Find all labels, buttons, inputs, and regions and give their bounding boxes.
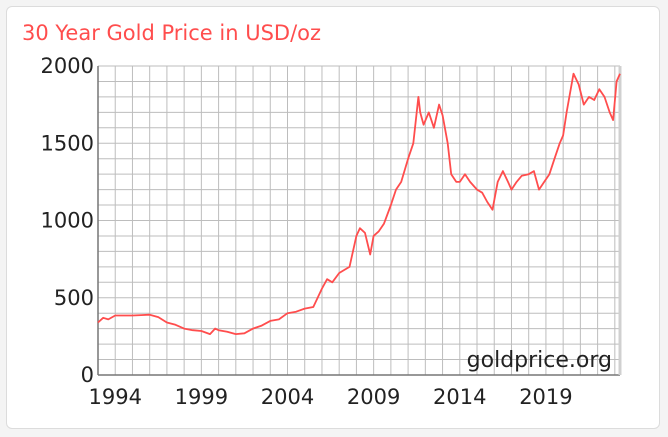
y-tick-label: 2000 bbox=[41, 54, 94, 78]
x-tick-label: 1999 bbox=[175, 385, 228, 409]
y-tick-label: 500 bbox=[54, 286, 94, 310]
y-tick-label: 1500 bbox=[41, 131, 94, 155]
y-tick-label: 0 bbox=[81, 363, 94, 387]
series bbox=[97, 72, 621, 335]
y-tick-label: 1000 bbox=[41, 209, 94, 233]
x-tick-label: 2014 bbox=[433, 385, 486, 409]
series-line bbox=[97, 72, 621, 335]
grid bbox=[97, 65, 620, 376]
x-tick-label: 2019 bbox=[519, 385, 572, 409]
chart-title: 30 Year Gold Price in USD/oz bbox=[22, 21, 321, 45]
x-tick-label: 2009 bbox=[347, 385, 400, 409]
watermark: goldprice.org bbox=[467, 348, 612, 373]
x-tick-label: 2004 bbox=[261, 385, 314, 409]
axes bbox=[97, 66, 622, 376]
x-tick-label: 1994 bbox=[89, 385, 142, 409]
tick-labels: 0 500 1000 1500 2000 1994 1999 2004 2009 2014 2019 bbox=[41, 54, 573, 409]
